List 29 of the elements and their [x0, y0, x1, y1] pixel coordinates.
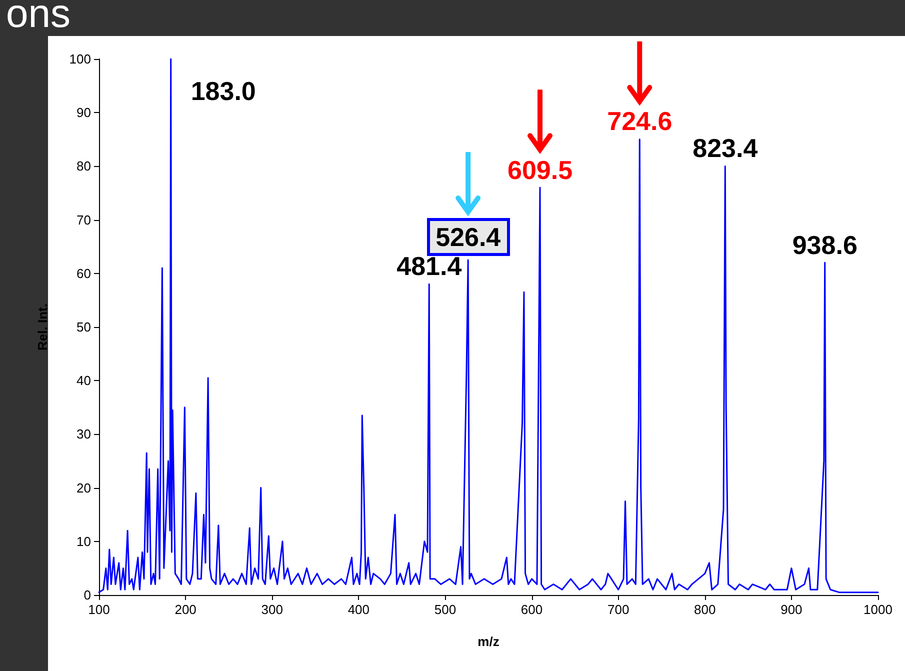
annotation: 526.4	[426, 218, 510, 256]
annotation: 823.4	[692, 133, 758, 164]
chart-title: ons	[6, 0, 70, 36]
x-tick-label: 500	[434, 602, 456, 617]
y-tick-label: 0	[84, 588, 91, 602]
y-tick-label: 70	[76, 212, 91, 228]
x-tick-label: 700	[607, 602, 630, 617]
x-tick-label: 600	[520, 602, 543, 617]
annotation: 183.0	[190, 76, 256, 106]
x-tick-label: 200	[174, 602, 196, 617]
y-tick-label: 10	[76, 534, 91, 549]
annotation: 938.6	[792, 230, 858, 260]
x-tick-label: 400	[348, 602, 370, 617]
y-tick-label: 100	[69, 52, 91, 66]
x-tick-label: 1000	[864, 602, 892, 617]
annotation: 724.6	[607, 106, 672, 136]
y-tick-label: 90	[76, 105, 91, 120]
y-tick-label: 30	[76, 426, 91, 442]
y-tick-label: 60	[76, 266, 91, 281]
y-tick-label: 80	[76, 158, 91, 174]
y-tick-label: 40	[76, 373, 91, 388]
x-axis-title: m/z	[478, 634, 500, 649]
x-tick-label: 300	[261, 602, 283, 617]
y-tick-label: 20	[76, 480, 91, 496]
x-tick-label: 100	[88, 602, 110, 617]
x-tick-label: 800	[694, 602, 716, 617]
y-tick-label: 50	[76, 320, 91, 334]
x-tick-label: 900	[780, 602, 802, 617]
annotation: 609.5	[508, 154, 573, 185]
